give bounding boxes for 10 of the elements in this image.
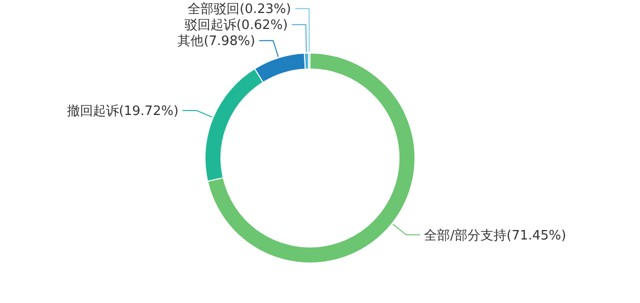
slice-label: 其他 (178, 34, 204, 50)
data-label: (0.62%) (236, 18, 288, 34)
data-label: (7.98%) (204, 34, 256, 50)
data-label: (71.45%) (506, 228, 566, 244)
data-label: (19.72%) (118, 104, 179, 119)
slice-label: 全部驳回 (188, 2, 240, 18)
slice-label: 撤回起诉 (66, 104, 119, 119)
slice-label: 驳回起诉 (184, 18, 236, 34)
slice-label: 全部/部分支持 (424, 228, 507, 244)
data-label: (0.23%) (240, 2, 292, 18)
